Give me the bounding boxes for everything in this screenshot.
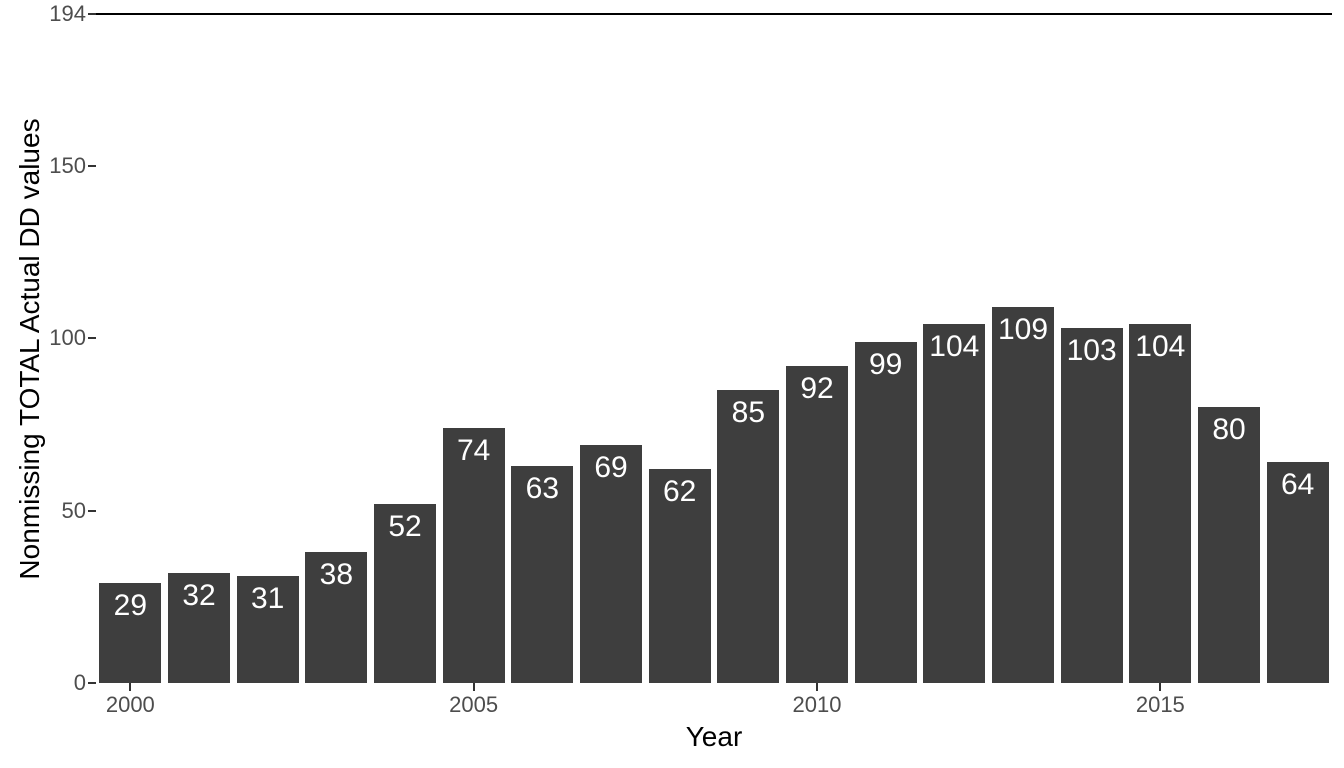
bar: 69 xyxy=(580,445,642,683)
x-axis-title: Year xyxy=(685,721,743,752)
y-tick-mark xyxy=(88,164,96,167)
x-tick-mark xyxy=(816,683,818,691)
bar-value-label: 109 xyxy=(997,313,1049,347)
y-tick-label: 100 xyxy=(49,325,86,351)
y-tick-mark xyxy=(88,682,96,684)
bar: 63 xyxy=(511,465,574,683)
y-tick-label: 50 xyxy=(61,497,86,523)
bar: 64 xyxy=(1266,462,1329,683)
bar-value-label: 63 xyxy=(525,471,560,505)
bar-value-label: 32 xyxy=(182,578,216,612)
y-tick-label: 0 xyxy=(73,670,86,695)
bar: 103 xyxy=(1060,327,1123,683)
reference-line xyxy=(96,13,1332,15)
bar-value-label: 103 xyxy=(1066,333,1117,367)
bar: 85 xyxy=(717,389,780,683)
bar-value-label: 104 xyxy=(929,330,980,364)
bar-value-label: 92 xyxy=(800,371,834,405)
bar: 31 xyxy=(236,576,299,683)
x-tick-mark xyxy=(472,683,475,691)
bar-value-label: 31 xyxy=(250,582,285,616)
bar-value-label: 29 xyxy=(113,588,148,622)
bar-value-label: 80 xyxy=(1212,413,1246,447)
bar: 32 xyxy=(168,572,230,683)
bar-value-label: 104 xyxy=(1135,330,1186,364)
bar-value-label: 52 xyxy=(388,509,422,543)
bar: 38 xyxy=(305,551,368,683)
x-tick-label: 2005 xyxy=(449,692,499,717)
bar: 62 xyxy=(648,469,711,683)
bar: 99 xyxy=(854,341,917,683)
x-tick-mark xyxy=(1159,683,1162,691)
bar-value-label: 64 xyxy=(1280,468,1315,502)
bar: 29 xyxy=(99,582,162,683)
bar: 92 xyxy=(786,365,848,683)
bar-value-label: 69 xyxy=(594,451,628,485)
bar-value-label: 38 xyxy=(319,557,354,591)
bar: 52 xyxy=(374,503,436,683)
y-tick-mark xyxy=(88,337,96,340)
bar-value-label: 85 xyxy=(731,395,766,429)
bar: 104 xyxy=(923,324,986,683)
x-tick-label: 2010 xyxy=(792,692,842,717)
bar: 104 xyxy=(1129,324,1192,683)
x-tick-label: 2000 xyxy=(105,692,155,717)
bar-value-label: 99 xyxy=(868,347,903,381)
y-tick-label: 150 xyxy=(49,152,86,178)
bar-value-label: 74 xyxy=(456,433,491,467)
y-tick-mark xyxy=(88,13,96,15)
y-tick-label: 194 xyxy=(49,1,86,26)
bar: 80 xyxy=(1198,407,1260,683)
bar: 109 xyxy=(992,307,1054,683)
y-tick-mark xyxy=(88,509,96,512)
x-tick-mark xyxy=(129,683,132,691)
bar-value-label: 62 xyxy=(662,475,697,509)
bar: 74 xyxy=(442,427,505,683)
x-tick-label: 2015 xyxy=(1135,692,1185,717)
